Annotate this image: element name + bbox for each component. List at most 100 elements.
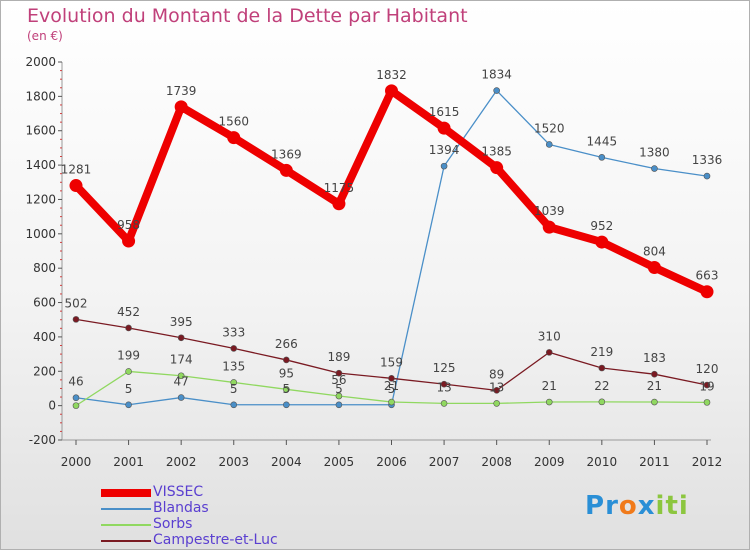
data-point-vissec: [227, 131, 241, 145]
data-label-blandas: 1520: [534, 121, 565, 135]
data-point-vissec: [385, 84, 398, 98]
data-label-campestre-et-luc: 452: [117, 305, 140, 319]
logo-letter: i: [678, 491, 689, 521]
data-label-vissec: 1739: [166, 84, 197, 98]
data-label-blandas: 1394: [429, 143, 460, 157]
logo-letter: r: [605, 491, 619, 521]
y-tick-label: -200: [29, 433, 56, 447]
data-point-vissec: [279, 163, 293, 177]
y-tick-label: 2000: [25, 55, 56, 69]
data-label-vissec: 1175: [324, 181, 355, 195]
y-tick-label: 1600: [25, 124, 56, 138]
legend-label-vissec: VISSEC: [153, 484, 204, 500]
data-point-sorbs: [177, 372, 185, 380]
data-point-vissec: [122, 234, 136, 248]
data-label-campestre-et-luc: 333: [222, 325, 245, 339]
x-tick-label: 2010: [587, 455, 618, 469]
data-point-sorbs: [440, 400, 448, 407]
data-label-blandas: 5: [388, 382, 396, 396]
data-point-sorbs: [72, 402, 80, 409]
data-label-blandas: 5: [125, 382, 133, 396]
data-label-campestre-et-luc: 125: [433, 361, 456, 375]
logo-letter: x: [637, 491, 656, 521]
data-point-blandas: [598, 154, 606, 161]
logo-letter: i: [655, 491, 666, 521]
y-tick-label: 400: [33, 330, 56, 344]
data-point-blandas: [651, 165, 658, 172]
data-point-campestre-et-luc: [230, 345, 238, 352]
data-point-campestre-et-luc: [177, 334, 185, 342]
data-label-campestre-et-luc: 183: [643, 351, 666, 365]
x-tick-label: 2005: [324, 455, 355, 469]
legend-swatch-campestre-et-luc: [101, 540, 151, 542]
data-point-blandas: [703, 172, 711, 180]
data-point-vissec: [595, 235, 609, 249]
data-point-sorbs: [493, 400, 500, 407]
y-tick-label: 1800: [25, 89, 56, 103]
y-tick-label: 1400: [25, 158, 56, 172]
data-label-campestre-et-luc: 120: [696, 362, 719, 376]
data-point-blandas: [493, 87, 500, 94]
data-point-sorbs: [230, 379, 238, 386]
data-point-blandas: [177, 394, 185, 401]
data-label-campestre-et-luc: 502: [65, 296, 88, 310]
x-tick-label: 2003: [218, 455, 249, 469]
data-point-vissec: [647, 260, 661, 274]
x-tick-label: 2009: [534, 455, 565, 469]
data-point-blandas: [283, 401, 290, 409]
legend-swatch-vissec: [101, 489, 151, 497]
data-label-sorbs: 22: [594, 379, 609, 393]
data-label-blandas: 5: [283, 382, 291, 396]
x-tick-label: 2008: [481, 455, 512, 469]
data-label-vissec: 663: [696, 269, 719, 283]
data-point-sorbs: [125, 368, 132, 375]
y-tick-label: 0: [48, 399, 56, 413]
data-label-sorbs: 21: [647, 379, 662, 393]
data-label-sorbs: 13: [436, 380, 451, 394]
x-tick-label: 2007: [429, 455, 460, 469]
proxiti-logo: Proxiti: [585, 491, 689, 521]
data-label-vissec: 1369: [271, 147, 302, 161]
data-label-campestre-et-luc: 219: [590, 345, 613, 359]
data-point-sorbs: [598, 398, 606, 406]
x-tick-label: 2011: [639, 455, 670, 469]
data-label-sorbs: 135: [222, 359, 245, 373]
data-label-vissec: 1281: [61, 163, 92, 177]
x-tick-label: 2001: [113, 455, 144, 469]
data-point-vissec: [69, 179, 83, 193]
logo-letter: P: [585, 491, 606, 521]
x-tick-label: 2012: [692, 455, 723, 469]
data-label-sorbs: 13: [489, 380, 504, 394]
logo-letter: o: [618, 491, 638, 521]
data-label-vissec: 1832: [376, 68, 407, 82]
chart-subtitle: (en €): [27, 29, 63, 43]
data-label-campestre-et-luc: 159: [380, 355, 403, 369]
data-label-blandas: 1336: [692, 153, 723, 167]
data-label-sorbs: 21: [384, 379, 399, 393]
data-point-campestre-et-luc: [651, 370, 658, 378]
data-point-vissec: [332, 197, 346, 211]
data-label-vissec: 804: [643, 244, 666, 258]
y-tick-label: 800: [33, 261, 56, 275]
data-label-vissec: 1039: [534, 204, 565, 218]
data-point-blandas: [72, 394, 80, 402]
data-point-sorbs: [703, 399, 711, 406]
data-point-campestre-et-luc: [283, 356, 290, 364]
data-label-blandas: 1445: [587, 134, 618, 148]
data-label-blandas: 46: [68, 375, 83, 389]
data-point-campestre-et-luc: [703, 381, 711, 389]
data-point-vissec: [174, 100, 188, 114]
legend-swatch-sorbs: [101, 524, 151, 526]
data-point-sorbs: [545, 398, 553, 406]
legend-label-sorbs: Sorbs: [153, 516, 193, 532]
data-point-blandas: [125, 401, 132, 409]
data-point-vissec: [700, 285, 714, 299]
data-point-blandas: [230, 401, 238, 409]
data-point-sorbs: [388, 398, 395, 406]
x-tick-label: 2000: [61, 455, 92, 469]
data-label-blandas: 1834: [481, 68, 512, 82]
data-label-campestre-et-luc: 310: [538, 329, 561, 343]
data-point-campestre-et-luc: [545, 349, 553, 356]
data-point-campestre-et-luc: [440, 380, 448, 388]
